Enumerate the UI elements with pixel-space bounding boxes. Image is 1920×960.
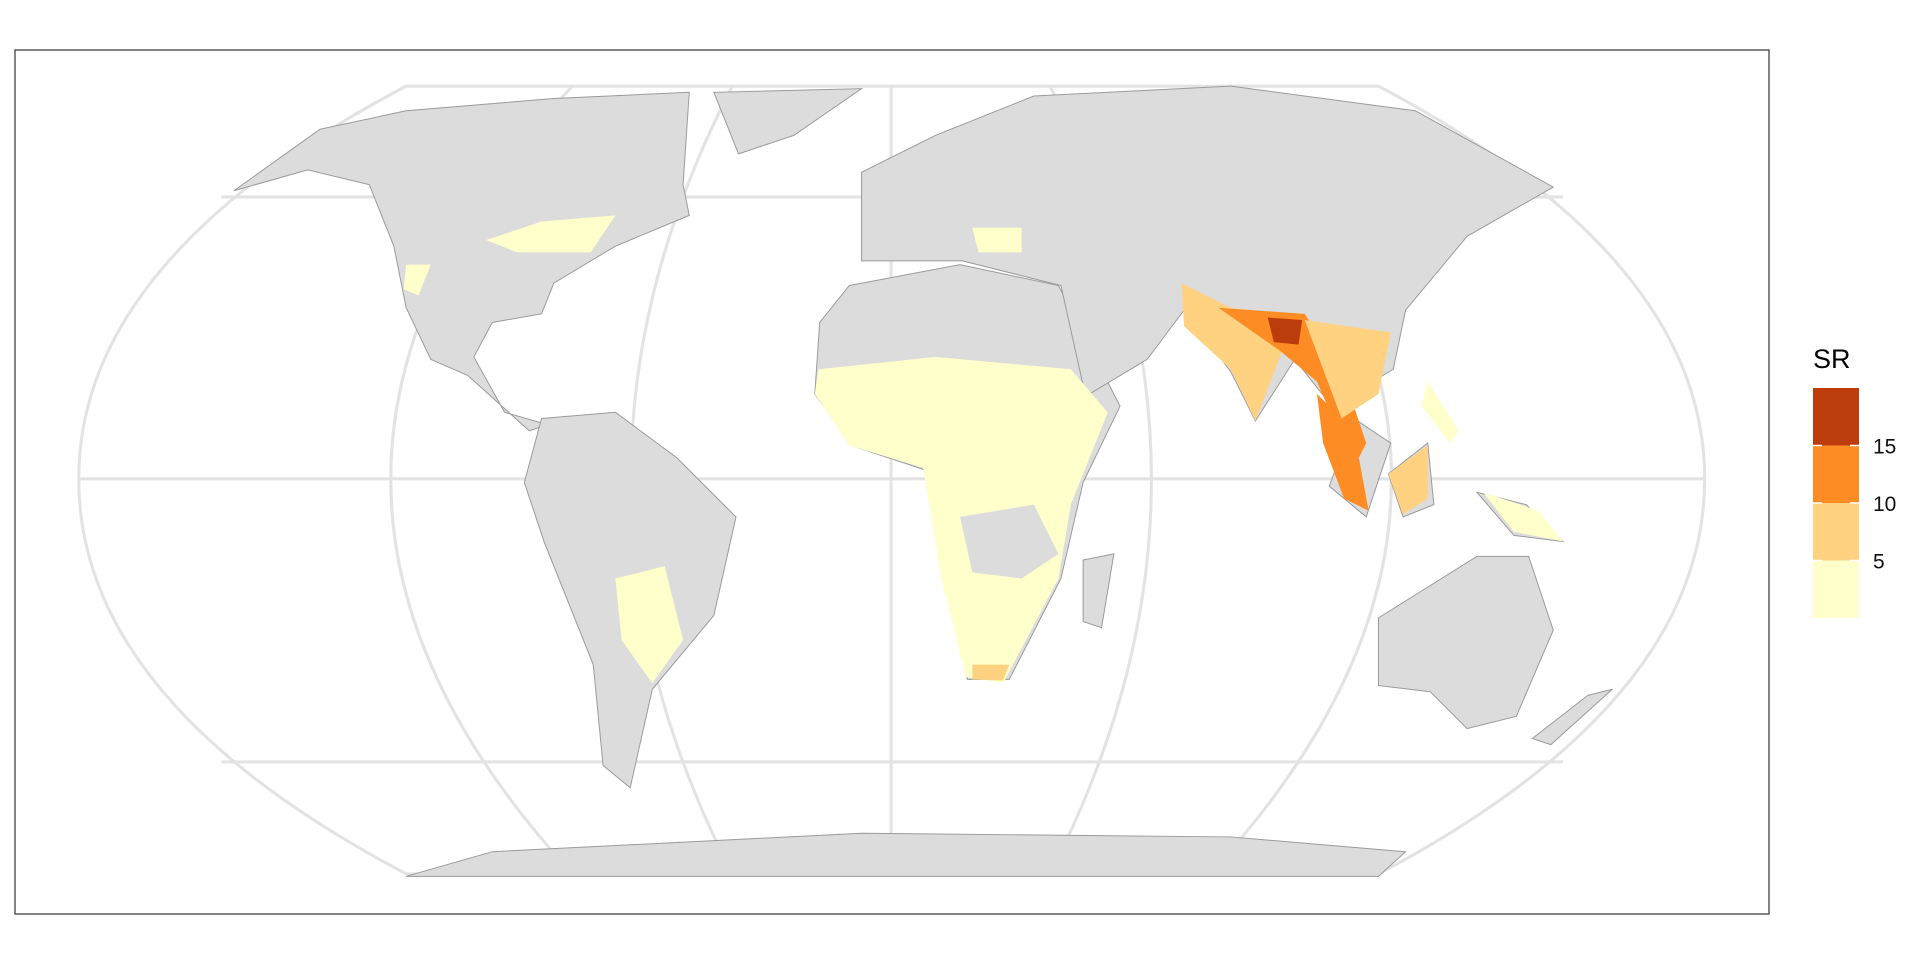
legend-label: 5 bbox=[1873, 551, 1885, 574]
richness-cells bbox=[403, 215, 1564, 684]
legend-swatch bbox=[1813, 503, 1859, 561]
legend-swatch bbox=[1813, 560, 1859, 618]
map bbox=[77, 84, 1707, 877]
legend-title: SR bbox=[1813, 344, 1851, 374]
legend-label: 15 bbox=[1873, 436, 1896, 459]
legend-swatch bbox=[1813, 445, 1859, 503]
legend-swatch bbox=[1813, 388, 1859, 446]
legend-label: 10 bbox=[1873, 493, 1896, 516]
legend: SR 5 10 15 bbox=[1813, 344, 1896, 618]
